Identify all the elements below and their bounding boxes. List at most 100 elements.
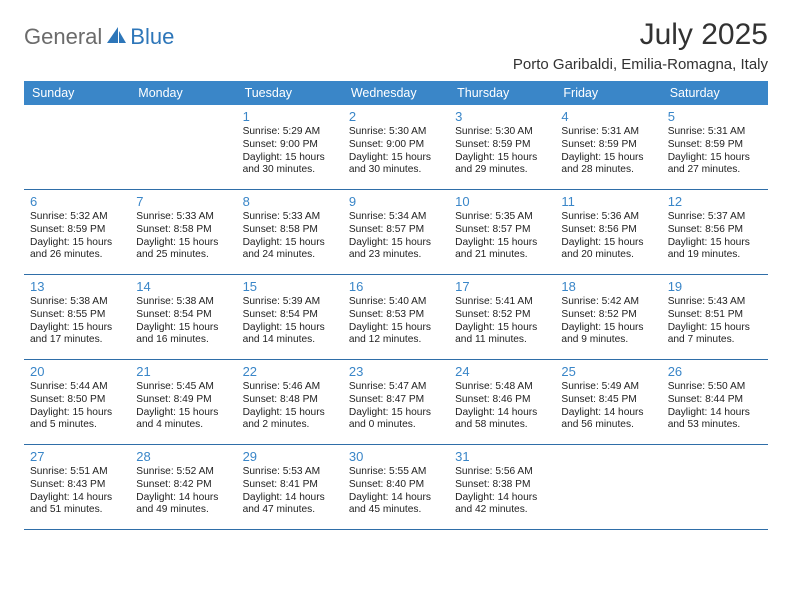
day-sunset: Sunset: 8:40 PM xyxy=(349,479,443,492)
calendar-day: 22Sunrise: 5:46 AMSunset: 8:48 PMDayligh… xyxy=(237,360,343,444)
day-details: Sunrise: 5:46 AMSunset: 8:48 PMDaylight:… xyxy=(243,381,337,432)
day-sunrise: Sunrise: 5:45 AM xyxy=(136,381,230,394)
day-day1: Daylight: 15 hours xyxy=(349,237,443,250)
day-day1: Daylight: 14 hours xyxy=(136,492,230,505)
day-sunrise: Sunrise: 5:49 AM xyxy=(561,381,655,394)
day-day1: Daylight: 14 hours xyxy=(30,492,124,505)
day-sunrise: Sunrise: 5:36 AM xyxy=(561,211,655,224)
day-sunrise: Sunrise: 5:32 AM xyxy=(30,211,124,224)
day-details: Sunrise: 5:33 AMSunset: 8:58 PMDaylight:… xyxy=(136,211,230,262)
day-number: 14 xyxy=(136,279,230,294)
day-details: Sunrise: 5:45 AMSunset: 8:49 PMDaylight:… xyxy=(136,381,230,432)
day-day1: Daylight: 15 hours xyxy=(668,237,762,250)
day-day1: Daylight: 14 hours xyxy=(668,407,762,420)
day-sunrise: Sunrise: 5:29 AM xyxy=(243,126,337,139)
day-sunset: Sunset: 9:00 PM xyxy=(349,139,443,152)
day-day1: Daylight: 15 hours xyxy=(136,407,230,420)
calendar-day: 11Sunrise: 5:36 AMSunset: 8:56 PMDayligh… xyxy=(555,190,661,274)
day-sunrise: Sunrise: 5:41 AM xyxy=(455,296,549,309)
dow-cell: Saturday xyxy=(662,81,768,105)
day-day1: Daylight: 15 hours xyxy=(561,237,655,250)
day-sunset: Sunset: 8:52 PM xyxy=(455,309,549,322)
day-day1: Daylight: 14 hours xyxy=(455,407,549,420)
day-number: 31 xyxy=(455,449,549,464)
calendar-day: 3 Sunrise: 5:30 AMSunset: 8:59 PMDaylight… xyxy=(449,105,555,189)
day-number: 25 xyxy=(561,364,655,379)
day-details: Sunrise: 5:30 AMSunset: 9:00 PMDaylight:… xyxy=(349,126,443,177)
day-number: 12 xyxy=(668,194,762,209)
day-day1: Daylight: 15 hours xyxy=(243,322,337,335)
day-details: Sunrise: 5:35 AMSunset: 8:57 PMDaylight:… xyxy=(455,211,549,262)
day-sunrise: Sunrise: 5:47 AM xyxy=(349,381,443,394)
day-sunrise: Sunrise: 5:39 AM xyxy=(243,296,337,309)
calendar-day: 7 Sunrise: 5:33 AMSunset: 8:58 PMDaylight… xyxy=(130,190,236,274)
day-number: 20 xyxy=(30,364,124,379)
day-sunset: Sunset: 9:00 PM xyxy=(243,139,337,152)
day-number: 30 xyxy=(349,449,443,464)
day-day2: and 17 minutes. xyxy=(30,334,124,347)
day-number: 2 xyxy=(349,109,443,124)
day-day2: and 45 minutes. xyxy=(349,504,443,517)
calendar-week: 13Sunrise: 5:38 AMSunset: 8:55 PMDayligh… xyxy=(24,275,768,360)
calendar-day: 20Sunrise: 5:44 AMSunset: 8:50 PMDayligh… xyxy=(24,360,130,444)
day-details: Sunrise: 5:38 AMSunset: 8:54 PMDaylight:… xyxy=(136,296,230,347)
day-sunrise: Sunrise: 5:35 AM xyxy=(455,211,549,224)
day-sunrise: Sunrise: 5:30 AM xyxy=(455,126,549,139)
day-day2: and 12 minutes. xyxy=(349,334,443,347)
day-number: 1 xyxy=(243,109,337,124)
day-day1: Daylight: 15 hours xyxy=(561,322,655,335)
day-details: Sunrise: 5:48 AMSunset: 8:46 PMDaylight:… xyxy=(455,381,549,432)
day-details: Sunrise: 5:31 AMSunset: 8:59 PMDaylight:… xyxy=(668,126,762,177)
day-details: Sunrise: 5:50 AMSunset: 8:44 PMDaylight:… xyxy=(668,381,762,432)
day-day2: and 21 minutes. xyxy=(455,249,549,262)
day-number: 15 xyxy=(243,279,337,294)
day-sunrise: Sunrise: 5:37 AM xyxy=(668,211,762,224)
day-details: Sunrise: 5:30 AMSunset: 8:59 PMDaylight:… xyxy=(455,126,549,177)
calendar-day: 2 Sunrise: 5:30 AMSunset: 9:00 PMDaylight… xyxy=(343,105,449,189)
day-sunset: Sunset: 8:47 PM xyxy=(349,394,443,407)
calendar-day: 24Sunrise: 5:48 AMSunset: 8:46 PMDayligh… xyxy=(449,360,555,444)
day-sunset: Sunset: 8:49 PM xyxy=(136,394,230,407)
calendar-day: 14 Sunrise: 5:38 AMSunset: 8:54 PMDayligh… xyxy=(130,275,236,359)
day-details: Sunrise: 5:47 AMSunset: 8:47 PMDaylight:… xyxy=(349,381,443,432)
day-of-week-header: SundayMondayTuesdayWednesdayThursdayFrid… xyxy=(24,81,768,105)
day-sunrise: Sunrise: 5:31 AM xyxy=(668,126,762,139)
calendar-day: 12 Sunrise: 5:37 AMSunset: 8:56 PMDayligh… xyxy=(662,190,768,274)
day-day2: and 16 minutes. xyxy=(136,334,230,347)
day-details: Sunrise: 5:42 AMSunset: 8:52 PMDaylight:… xyxy=(561,296,655,347)
day-number: 7 xyxy=(136,194,230,209)
day-sunset: Sunset: 8:38 PM xyxy=(455,479,549,492)
day-sunrise: Sunrise: 5:46 AM xyxy=(243,381,337,394)
calendar-day-blank xyxy=(130,105,236,189)
day-sunrise: Sunrise: 5:51 AM xyxy=(30,466,124,479)
day-number: 3 xyxy=(455,109,549,124)
day-day2: and 53 minutes. xyxy=(668,419,762,432)
calendar-week: 20Sunrise: 5:44 AMSunset: 8:50 PMDayligh… xyxy=(24,360,768,445)
calendar-day: 1 Sunrise: 5:29 AMSunset: 9:00 PMDaylight… xyxy=(237,105,343,189)
day-sunrise: Sunrise: 5:31 AM xyxy=(561,126,655,139)
day-details: Sunrise: 5:51 AMSunset: 8:43 PMDaylight:… xyxy=(30,466,124,517)
dow-cell: Thursday xyxy=(449,81,555,105)
day-day1: Daylight: 15 hours xyxy=(243,237,337,250)
day-day1: Daylight: 14 hours xyxy=(561,407,655,420)
calendar-day: 6Sunrise: 5:32 AMSunset: 8:59 PMDaylight… xyxy=(24,190,130,274)
day-day1: Daylight: 15 hours xyxy=(455,152,549,165)
day-day1: Daylight: 15 hours xyxy=(136,322,230,335)
dow-cell: Sunday xyxy=(24,81,130,105)
day-number: 4 xyxy=(561,109,655,124)
calendar-day: 10 Sunrise: 5:35 AMSunset: 8:57 PMDayligh… xyxy=(449,190,555,274)
day-sunrise: Sunrise: 5:42 AM xyxy=(561,296,655,309)
day-day2: and 0 minutes. xyxy=(349,419,443,432)
calendar-day: 16Sunrise: 5:40 AMSunset: 8:53 PMDayligh… xyxy=(343,275,449,359)
day-sunset: Sunset: 8:56 PM xyxy=(668,224,762,237)
day-sunset: Sunset: 8:57 PM xyxy=(349,224,443,237)
day-day1: Daylight: 15 hours xyxy=(243,152,337,165)
day-day2: and 23 minutes. xyxy=(349,249,443,262)
day-sunrise: Sunrise: 5:38 AM xyxy=(136,296,230,309)
day-number: 5 xyxy=(668,109,762,124)
day-details: Sunrise: 5:29 AMSunset: 9:00 PMDaylight:… xyxy=(243,126,337,177)
day-number: 10 xyxy=(455,194,549,209)
day-day2: and 29 minutes. xyxy=(455,164,549,177)
day-day2: and 5 minutes. xyxy=(30,419,124,432)
day-sunset: Sunset: 8:54 PM xyxy=(136,309,230,322)
